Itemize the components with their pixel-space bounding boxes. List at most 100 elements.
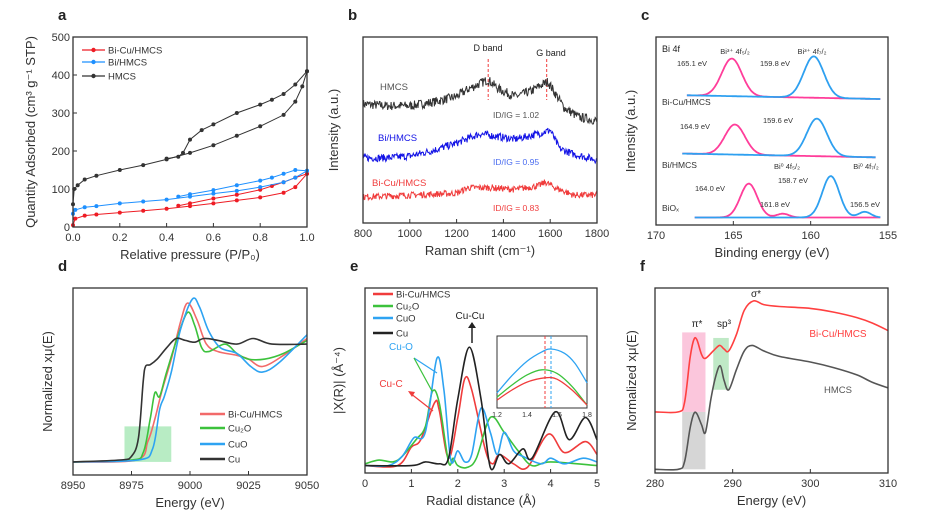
data-point [164, 197, 169, 202]
legend-label: Cu [228, 455, 240, 466]
data-point [94, 204, 99, 209]
plot-frame [72, 36, 308, 228]
series-bi-hmcs-desorption [176, 168, 309, 199]
series-bi-hmcs [71, 168, 309, 216]
data-point [188, 192, 192, 197]
series-hmcs [654, 344, 889, 471]
data-point [94, 212, 99, 217]
series-bi-cu-hmcs [362, 179, 598, 202]
legend-marker [91, 73, 96, 79]
panel-f: f 280 290 300 310 Energy (eV) Normalized xμ(E)… [624, 258, 897, 508]
x-tick-label: 170 [647, 230, 665, 242]
annotation-label: HMCS [380, 82, 408, 93]
data-point [234, 188, 239, 193]
series-hmcs-desorption [164, 69, 309, 161]
data-point [176, 154, 181, 159]
legend-item: Cu [200, 455, 240, 466]
x-tick-label: 9000 [178, 480, 202, 492]
inset-plot: 1.2 1.4 1.6 1.8 [492, 335, 592, 419]
data-point [117, 168, 122, 172]
series-line [654, 299, 889, 414]
legend-label: Bi-Cu/HMCS [108, 46, 162, 57]
legend-item: CuO [200, 440, 248, 451]
x-axis-label: Relative pressure (P/P₀) [120, 247, 260, 262]
data-point [300, 84, 305, 89]
inset-series-line [496, 376, 588, 406]
annotation-label: σ* [751, 289, 761, 300]
legend-label: Cu [396, 329, 408, 340]
panel-d: d 8950 8975 9000 9025 9050 Energy (eV) Normaliz… [40, 258, 319, 510]
xps-spectrum-biox [694, 175, 881, 219]
annotation-label: Cu-O [389, 342, 413, 353]
annotation-label: 164.9 eV [680, 122, 710, 131]
data-point [293, 82, 298, 87]
series-bi-cu-hmcs [654, 299, 889, 414]
annotation-label: Bi-Cu/HMCS [372, 178, 426, 189]
series-line [654, 344, 889, 471]
annotation-label: 156.5 eV [850, 200, 880, 209]
plot-frame [654, 287, 889, 474]
x-tick-label: 2 [455, 478, 461, 490]
annotation-label: Cu-C [379, 379, 402, 390]
legend-label: Bi-Cu/HMCS [396, 290, 450, 301]
inset-tick-label: 1.6 [552, 412, 562, 419]
data-point [211, 188, 216, 193]
legend-label: Cu₂O [228, 424, 251, 435]
data-point [176, 194, 181, 199]
x-tick-label: 155 [879, 230, 897, 242]
annotation-label: 158.7 eV [778, 176, 808, 185]
inset-frame [496, 335, 588, 409]
series-line [72, 302, 308, 463]
annotation-label: 159.6 eV [763, 116, 793, 125]
xps-spectrum-bi-cu-hmcs [686, 55, 881, 100]
x-tick-label: 4 [548, 478, 554, 490]
panel-e: e 0 1 2 3 4 5 Radial distance (Å) |X(R)| (Å⁻⁴) Bi… [331, 258, 600, 508]
legend-label: CuO [228, 440, 248, 451]
series-bi-hmcs [362, 127, 598, 165]
data-point [188, 150, 192, 155]
x-tick-label: 3 [501, 478, 507, 490]
data-point [258, 185, 263, 190]
legend-item: Bi-Cu/HMCS [82, 46, 162, 57]
data-point [281, 180, 286, 185]
data-point [293, 175, 298, 180]
panel-letter: e [350, 258, 358, 275]
x-tick-label: 0.2 [112, 232, 127, 244]
data-point [281, 112, 286, 117]
data-point [281, 92, 286, 96]
x-tick-label: 9025 [236, 480, 260, 492]
annotation-label: ID/IG = 0.83 [493, 203, 539, 213]
series-line [362, 127, 598, 165]
x-tick-label: 1400 [491, 228, 515, 240]
y-axis-label: Normalized xμ(E) [624, 330, 639, 431]
panel-letter: b [348, 7, 357, 24]
data-point [199, 128, 204, 133]
data-point [234, 111, 239, 115]
x-tick-label: 160 [801, 230, 819, 242]
x-tick-label: 0.8 [253, 232, 268, 244]
x-tick-label: 280 [646, 478, 664, 490]
series-line [362, 77, 598, 125]
x-axis-label: Energy (eV) [737, 493, 806, 508]
data-point [211, 196, 216, 201]
data-point [293, 99, 298, 104]
series-hmcs [362, 77, 598, 125]
data-point [211, 143, 216, 148]
x-tick-label: 1.0 [299, 232, 314, 244]
x-tick-label: 1 [408, 478, 414, 490]
panel-c: c 170 165 160 155 Binding energy (eV) Intensit… [623, 7, 897, 260]
data-point [94, 173, 99, 178]
annotation-arrows [408, 322, 476, 412]
data-point [117, 210, 122, 215]
annotation-label: Bi-Cu/HMCS [809, 329, 867, 340]
x-tick-label: 1200 [444, 228, 468, 240]
annotation-label: Cu-Cu [456, 311, 485, 322]
series-line [178, 169, 308, 198]
annotation-label: Bi/HMCS [662, 160, 697, 170]
annotation-label: 164.0 eV [695, 184, 725, 193]
y-tick-label: 0 [64, 222, 70, 234]
x-tick-label: 0 [362, 478, 368, 490]
annotation-label: sp³ [717, 319, 732, 330]
legend-item: Cu₂O [200, 424, 251, 435]
y-axis-label: Normalized xμ(E) [40, 331, 55, 432]
